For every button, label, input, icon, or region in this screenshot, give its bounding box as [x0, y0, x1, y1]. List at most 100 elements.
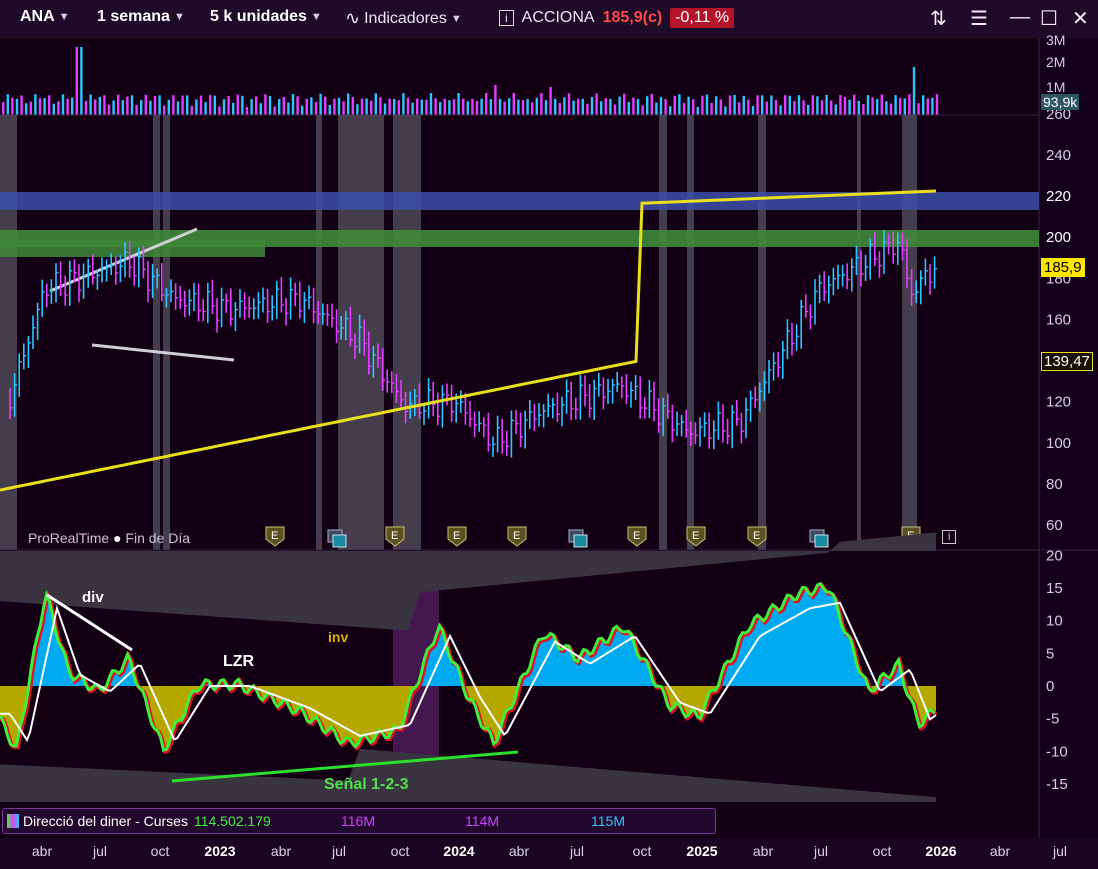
- volume-bar: [365, 98, 368, 115]
- volume-bar: [204, 102, 207, 115]
- earnings-event-label: E: [753, 530, 760, 542]
- volume-bar: [149, 100, 152, 115]
- volume-bar: [586, 103, 589, 115]
- change-badge: -0,11 %: [670, 8, 735, 28]
- moving-average-line: [0, 189, 937, 492]
- sync-icon[interactable]: ⇅: [930, 8, 947, 30]
- volume-bar: [425, 99, 428, 115]
- symbol-selector[interactable]: ANA ▼: [20, 8, 70, 26]
- instrument-info[interactable]: i ACCIONA 185,9(c) -0,11 %: [499, 8, 735, 28]
- volume-bar: [742, 95, 745, 115]
- indicators-button[interactable]: ∿ Indicadores ▼: [345, 8, 462, 29]
- volume-bar: [554, 98, 557, 115]
- osc-tick-label: 10: [1046, 613, 1063, 630]
- volume-bar: [259, 103, 262, 115]
- shaded-period: [687, 115, 694, 550]
- info-icon: i: [499, 10, 514, 26]
- volume-bar: [531, 102, 534, 115]
- volume-bar: [761, 95, 764, 115]
- period-label: 1 semana: [97, 8, 170, 25]
- volume-tick-label: 2M: [1046, 54, 1065, 70]
- volume-bar: [650, 93, 653, 115]
- dividend-event-icon: [332, 534, 347, 548]
- volume-bar: [282, 96, 285, 115]
- volume-bar: [862, 104, 865, 115]
- volume-bar: [673, 95, 676, 115]
- earnings-event-icon: [627, 526, 647, 547]
- volume-bar: [25, 103, 28, 115]
- price-tick-label: 200: [1046, 229, 1071, 246]
- price-tick-label: 240: [1046, 147, 1071, 164]
- volume-bar: [429, 93, 433, 115]
- volume-panel: [2, 47, 939, 115]
- indicator-legend[interactable]: Direcció del diner - Curses 114.502.179 …: [2, 808, 716, 834]
- volume-bar: [632, 97, 635, 115]
- session-label: Fin de Día: [125, 530, 191, 546]
- volume-bar: [646, 96, 649, 115]
- upper-band: [0, 532, 936, 631]
- x-tick-label: abr: [31, 843, 53, 859]
- period-selector[interactable]: 1 semana ▼: [97, 8, 185, 26]
- volume-bar: [314, 101, 318, 115]
- volume-bar: [89, 94, 92, 115]
- legend-title: Direcció del diner - Curses: [23, 813, 188, 829]
- volume-bar: [11, 97, 14, 115]
- volume-bar: [411, 102, 414, 115]
- shaded-period: [338, 115, 384, 550]
- volume-bar: [535, 97, 538, 115]
- volume-bar: [912, 67, 916, 115]
- volume-tick-label: 1M: [1046, 79, 1065, 95]
- volume-bar: [494, 85, 497, 115]
- x-tick-label: oct: [872, 843, 892, 859]
- volume-bar: [112, 100, 115, 115]
- volume-bar: [784, 95, 787, 115]
- time-axis[interactable]: abr jul oct 2023 abr jul oct 2024 abr jul oct 2025 a…: [0, 838, 1098, 869]
- volume-bar: [807, 104, 810, 115]
- close-icon[interactable]: ✕: [1072, 8, 1089, 30]
- volume-bar: [696, 106, 699, 115]
- volume-bar: [130, 95, 134, 115]
- volume-bar: [107, 104, 111, 115]
- menu-icon[interactable]: ☰: [970, 8, 988, 30]
- maximize-icon[interactable]: ☐: [1040, 8, 1058, 30]
- volume-bar: [926, 98, 929, 115]
- volume-bar: [512, 93, 515, 115]
- units-selector[interactable]: 5 k unidades ▼: [210, 8, 322, 26]
- volume-bar: [880, 94, 883, 115]
- volume-bar: [126, 96, 129, 115]
- volume-bar: [889, 103, 893, 115]
- info-icon[interactable]: i: [942, 530, 957, 544]
- minimize-icon[interactable]: —: [1010, 6, 1030, 28]
- volume-bar: [876, 99, 879, 115]
- volume-bar: [728, 95, 732, 115]
- volume-bar: [733, 94, 736, 115]
- volume-bar: [167, 99, 170, 115]
- volume-bar: [287, 102, 290, 115]
- volume-bar: [319, 93, 322, 115]
- price-tick-label: 160: [1046, 311, 1071, 328]
- earnings-event-label: E: [692, 530, 699, 542]
- shaded-period: [659, 115, 667, 550]
- volume-bar: [172, 95, 175, 115]
- volume-bar: [241, 95, 244, 115]
- volume-bar: [600, 101, 603, 115]
- volume-bar: [57, 101, 60, 115]
- toolbar: ANA ▼ 1 semana ▼ 5 k unidades ▼ ∿ Indicador…: [0, 0, 1098, 38]
- volume-bar: [245, 107, 249, 115]
- volume-bar: [922, 95, 925, 115]
- volume-bar: [774, 99, 778, 115]
- earnings-event-icon: [507, 526, 527, 547]
- volume-bar: [218, 106, 221, 115]
- volume-bar: [627, 101, 630, 115]
- volume-bar: [236, 94, 239, 115]
- volume-bar: [38, 98, 42, 115]
- earnings-event-icon: [385, 526, 405, 547]
- volume-bar: [747, 99, 750, 115]
- volume-bar: [466, 101, 469, 115]
- volume-bar: [770, 95, 773, 115]
- volume-bar: [797, 95, 801, 115]
- x-tick-label: abr: [989, 843, 1011, 859]
- volume-bar: [291, 94, 295, 115]
- volume-bar: [517, 99, 520, 115]
